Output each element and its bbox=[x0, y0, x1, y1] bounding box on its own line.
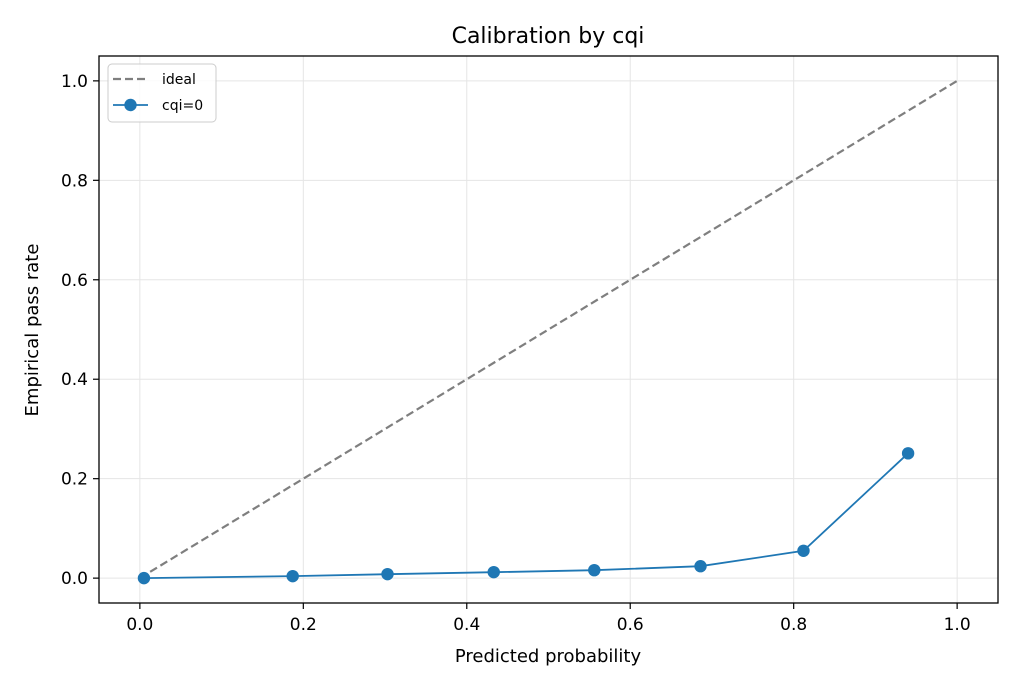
x-tick-label: 0.6 bbox=[617, 615, 644, 635]
x-tick-label: 1.0 bbox=[944, 615, 971, 635]
y-tick-label: 0.6 bbox=[61, 271, 88, 291]
y-tick-label: 0.8 bbox=[61, 171, 88, 191]
series-line-cqi-0 bbox=[143, 452, 909, 579]
data-point bbox=[694, 560, 707, 573]
data-point bbox=[901, 447, 915, 460]
y-tick-label: 0.0 bbox=[61, 569, 88, 589]
y-tick-label: 0.4 bbox=[61, 370, 88, 390]
x-tick-label: 0.4 bbox=[453, 615, 480, 635]
x-axis-label: Predicted probability bbox=[455, 646, 642, 667]
data-point bbox=[487, 565, 500, 579]
data-point bbox=[797, 544, 810, 557]
y-axis-label: Empirical pass rate bbox=[22, 244, 43, 417]
legend: ideal cqi=0 bbox=[107, 63, 217, 123]
y-tick-label: 0.2 bbox=[61, 470, 88, 490]
x-tick-label: 0.2 bbox=[290, 615, 317, 635]
data-point bbox=[286, 569, 299, 583]
x-tick-label: 0.0 bbox=[126, 615, 153, 635]
x-tick-label: 0.8 bbox=[780, 615, 807, 635]
y-tick-label: 1.0 bbox=[61, 72, 88, 92]
plot-frame bbox=[98, 55, 999, 604]
data-point bbox=[588, 563, 601, 577]
grid bbox=[99, 56, 998, 603]
series-line-ideal bbox=[139, 79, 958, 580]
series-layer bbox=[137, 79, 958, 585]
ticks: 0.0 0.2 0.4 0.6 0.8 1.0 0.0 0.2 0.4 0.6 0.8 1.0 bbox=[61, 72, 971, 635]
legend-label: ideal bbox=[162, 72, 196, 88]
data-point bbox=[137, 571, 151, 585]
legend-marker bbox=[124, 98, 137, 112]
data-point bbox=[381, 567, 394, 581]
legend-label: cqi=0 bbox=[162, 98, 203, 114]
chart-title: Calibration by cqi bbox=[452, 24, 645, 49]
